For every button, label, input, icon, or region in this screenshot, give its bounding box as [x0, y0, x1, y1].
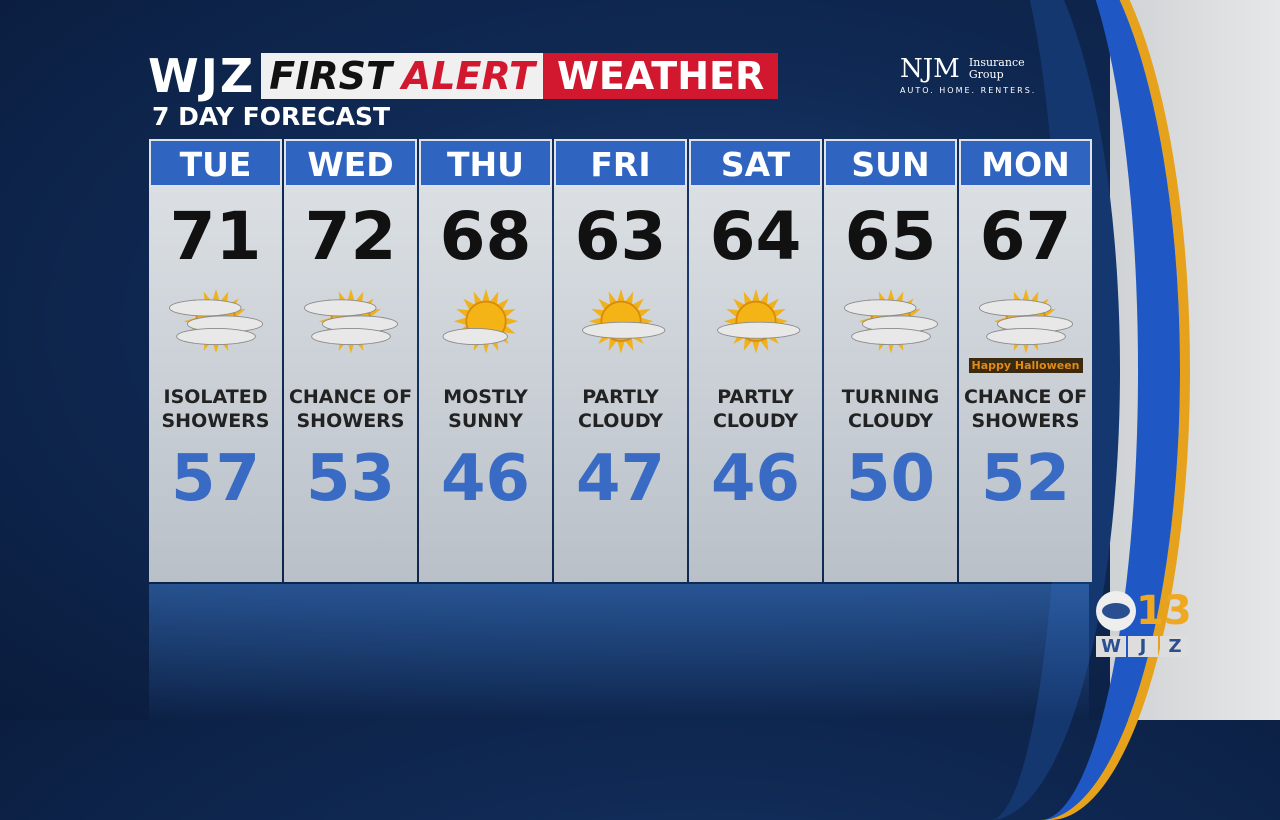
high-temp: 67: [979, 198, 1072, 275]
partly-cloudy-icon: [824, 273, 957, 373]
high-temp: 72: [304, 198, 397, 275]
day-label: MON: [959, 139, 1092, 187]
partly-sunny-icon: [689, 273, 822, 373]
station-name: WJZ: [148, 49, 256, 103]
day-column-sun: SUN 65 TURNING CLOUDY 50: [824, 139, 957, 582]
first-text: FIRST: [269, 54, 392, 98]
day-label: SAT: [689, 139, 822, 187]
day-column-tue: TUE 71 ISOLATED SHOWERS 57: [149, 139, 282, 582]
condition-text: CHANCE OF SHOWERS: [288, 386, 413, 432]
sponsor-name: NJM: [900, 54, 960, 84]
halloween-badge: Happy Halloween: [968, 358, 1083, 373]
cbs13-logo: 13 W J Z: [1096, 588, 1192, 657]
low-temp: 46: [710, 442, 801, 516]
cbs-eye-icon: [1096, 591, 1136, 631]
day-label: WED: [284, 139, 417, 187]
day-label: TUE: [149, 139, 282, 187]
partly-cloudy-icon: [284, 273, 417, 373]
first-alert-box: FIRST ALERT: [261, 53, 543, 99]
weather-text: WEATHER: [542, 53, 779, 99]
grid-reflection: [149, 584, 1089, 720]
high-temp: 63: [574, 198, 667, 275]
day-column-mon: MON 67 Happy Halloween CHANCE OF SHOWERS…: [959, 139, 1092, 582]
day-column-fri: FRI 63 PARTLY CLOUDY 47: [554, 139, 687, 582]
low-temp: 52: [980, 442, 1071, 516]
partly-sunny-icon: [554, 273, 687, 373]
high-temp: 68: [439, 198, 532, 275]
partly-cloudy-halloween-icon: Happy Halloween: [959, 273, 1092, 373]
day-label: FRI: [554, 139, 687, 187]
forecast-grid: TUE 71 ISOLATED SHOWERS 57 WED 72 CHANCE …: [149, 139, 1092, 582]
channel-number: 13: [1136, 588, 1192, 634]
low-temp: 57: [170, 442, 261, 516]
title-banner: WJZ FIRST ALERT WEATHER: [148, 49, 779, 103]
low-temp: 47: [575, 442, 666, 516]
partly-cloudy-icon: [149, 273, 282, 373]
day-label: SUN: [824, 139, 957, 187]
day-column-thu: THU 68 MOSTLY SUNNY 46: [419, 139, 552, 582]
condition-text: CHANCE OF SHOWERS: [963, 386, 1088, 432]
low-temp: 50: [845, 442, 936, 516]
sponsor-tagline: AUTO. HOME. RENTERS.: [900, 86, 1037, 95]
callsign-letter: J: [1128, 636, 1158, 657]
callsign-letter: W: [1096, 636, 1126, 657]
condition-text: PARTLY CLOUDY: [577, 386, 664, 432]
day-label: THU: [419, 139, 552, 187]
condition-text: PARTLY CLOUDY: [712, 386, 799, 432]
mostly-sunny-icon: [419, 273, 552, 373]
day-column-sat: SAT 64 PARTLY CLOUDY 46: [689, 139, 822, 582]
high-temp: 64: [709, 198, 802, 275]
condition-text: MOSTLY SUNNY: [443, 386, 528, 432]
sponsor-group: Insurance Group: [968, 56, 1025, 81]
day-column-wed: WED 72 CHANCE OF SHOWERS 53: [284, 139, 417, 582]
high-temp: 71: [169, 198, 262, 275]
callsign-letter: Z: [1160, 636, 1190, 657]
low-temp: 46: [440, 442, 531, 516]
condition-text: TURNING CLOUDY: [841, 386, 940, 432]
page-subtitle: 7 DAY FORECAST: [152, 102, 391, 131]
sponsor-logo: NJM Insurance Group AUTO. HOME. RENTERS.: [900, 54, 1036, 95]
alert-text: ALERT: [401, 54, 535, 98]
high-temp: 65: [844, 198, 937, 275]
condition-text: ISOLATED SHOWERS: [161, 386, 270, 432]
low-temp: 53: [305, 442, 396, 516]
